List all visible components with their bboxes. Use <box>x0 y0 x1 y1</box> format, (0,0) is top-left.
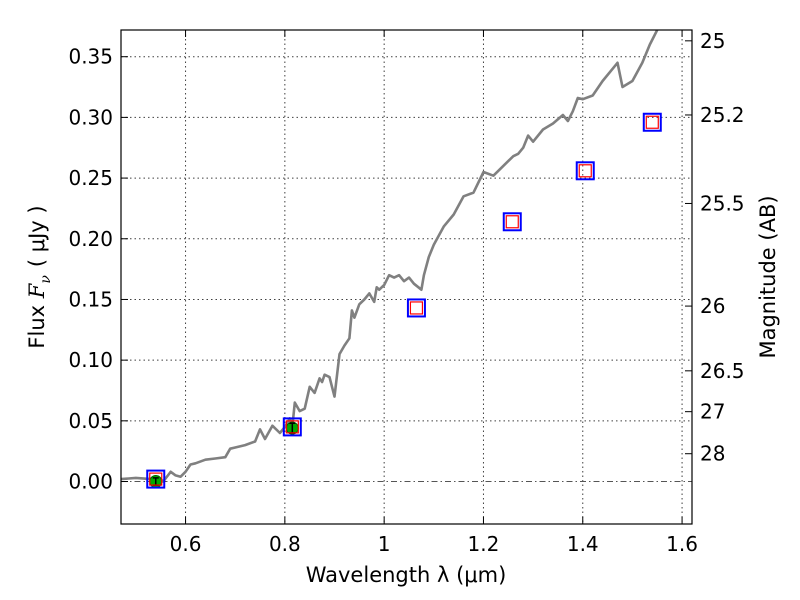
model-point-blue <box>282 417 302 437</box>
model-point-red <box>505 215 519 229</box>
model-point-red <box>149 472 163 486</box>
y-axis-label-subscript: ν <box>38 275 54 284</box>
y-tick-label: 0.05 <box>68 409 113 433</box>
x-tick-label: 1.2 <box>468 532 500 556</box>
x-axis-label: Wavelength λ (μm) <box>306 563 507 587</box>
model-point-red <box>409 301 424 315</box>
y-tick-label: 0.30 <box>68 105 113 129</box>
model-point-red <box>285 420 299 434</box>
model-point-blue <box>406 298 426 318</box>
axis-ticks: 0.6 0.8 1 1.2 1.4 1.6 0.00 0.05 0.10 0.15 0.20 0.25… <box>68 29 744 556</box>
y-tick-label: 0.00 <box>68 470 113 494</box>
x-tick-label: 0.8 <box>269 532 301 556</box>
mag-tick-label: 27 <box>700 400 725 424</box>
y-axis-label-prefix: Flux <box>25 298 49 348</box>
x-tick-label: 0.6 <box>170 532 202 556</box>
plot-frame <box>120 29 693 525</box>
x-tick-label: 1.4 <box>567 532 599 556</box>
model-point-blue <box>502 212 522 232</box>
x-tick-label: 1 <box>378 532 391 556</box>
mag-tick-label: 25.5 <box>700 191 745 215</box>
mag-tick-label: 26 <box>700 294 725 318</box>
x-axis-label-prefix: Wavelength λ ( <box>306 563 465 587</box>
mag-tick-label: 25.2 <box>700 103 745 127</box>
model-point-blue <box>146 469 166 489</box>
y-tick-label: 0.15 <box>68 287 113 311</box>
y-axis-label-symbol: F <box>25 282 49 299</box>
y-tick-label: 0.10 <box>68 348 113 372</box>
x-axis-label-unit: μm) <box>464 563 506 587</box>
right-axis-label: Magnitude (AB) <box>756 195 780 358</box>
model-point-blue <box>642 112 662 132</box>
y-tick-label: 0.25 <box>68 166 113 190</box>
photometry-points <box>146 112 662 489</box>
y-tick-label: 0.35 <box>68 45 113 69</box>
model-spectrum <box>121 30 659 483</box>
mag-tick-label: 28 <box>700 442 725 466</box>
x-tick-label: 1.6 <box>666 532 698 556</box>
y-axis-label: Flux Fν ( μJy ) <box>25 205 54 348</box>
model-spectrum-line <box>121 30 659 483</box>
model-point-red <box>578 164 592 178</box>
y-axis-label-unit: ( μJy ) <box>25 205 49 267</box>
model-point-blue <box>575 161 595 181</box>
y-tick-label: 0.20 <box>68 227 113 251</box>
mag-tick-label: 25 <box>700 29 725 53</box>
model-point-red <box>645 115 659 129</box>
mag-tick-label: 26.5 <box>700 359 745 383</box>
